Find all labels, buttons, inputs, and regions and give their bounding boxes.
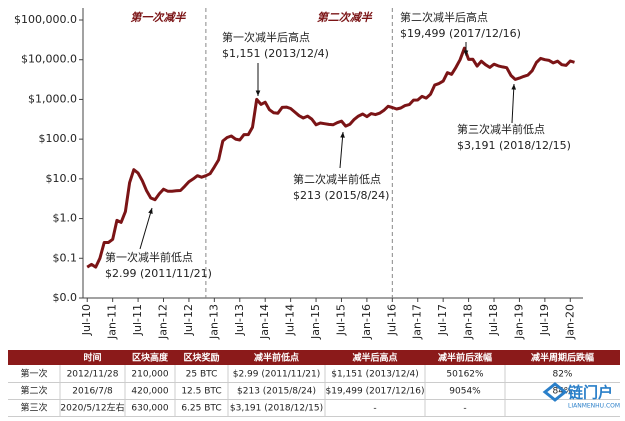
y-tick-label: $100,000.0 [14, 13, 77, 26]
x-tick-label: Jul-12 [182, 304, 195, 336]
arrow-head [463, 50, 469, 56]
x-tick-label: Jan-13 [207, 304, 220, 340]
table-cell: 420,000 [131, 387, 168, 397]
table-cell: 210,000 [131, 370, 168, 380]
table-header-cell: 区块奖励 [183, 352, 219, 364]
price-line [86, 46, 575, 269]
annotation-arrow [339, 131, 344, 169]
x-tick-label: Jan-20 [563, 304, 576, 340]
x-tick-label: Jul-14 [284, 304, 297, 336]
x-tick-label: Jan-14 [258, 304, 271, 340]
watermark-site: LIANMENHU.COM [568, 403, 620, 410]
annotation-text: $1,151 (2013/12/4) [222, 47, 329, 60]
table-cell: 第一次 [20, 368, 47, 380]
x-tick-label: Jan-12 [157, 304, 170, 340]
x-tick-label: Jan-17 [411, 304, 424, 340]
x-tick-label: Jul-16 [385, 304, 398, 336]
table-header-cell: 减半周期后跌幅 [531, 352, 594, 364]
x-tick-label: Jul-15 [334, 304, 347, 336]
x-tick-label: Jan-18 [462, 304, 475, 340]
table-cell: 82% [552, 370, 572, 380]
table-header [8, 350, 620, 365]
annotation-arrow [139, 207, 153, 250]
table-header-cell: 减半前后涨幅 [438, 352, 492, 364]
x-tick-label: Jul-11 [131, 304, 144, 336]
x-tick-label: Jul-17 [436, 304, 449, 336]
watermark: 链门户 LIANMENHU.COM [542, 382, 620, 410]
annotation-text: 第二次减半后高点 [400, 10, 488, 24]
table-cell: 2016/7/8 [72, 387, 113, 397]
table-cell: 2020/5/12左右 [60, 402, 124, 414]
table-header-cell: 区块高度 [132, 352, 169, 364]
y-tick-label: $1.0 [53, 212, 78, 225]
table-cell: 12.5 BTC [181, 387, 221, 397]
table-cell: $2.99 (2011/11/21) [233, 370, 321, 380]
table-cell: - [373, 404, 376, 414]
annotation-text: 第二次减半前低点 [293, 172, 381, 186]
x-tick-label: Jan-16 [360, 304, 373, 340]
halving-label: 第二次减半 [317, 11, 373, 24]
table-header-cell: 减半前低点 [254, 352, 299, 364]
annotation-text: $213 (2015/8/24) [293, 189, 389, 202]
halving-label: 第一次减半 [130, 11, 186, 24]
table-cell: 第二次 [20, 385, 47, 397]
table-cell: $3,191 (2018/12/15) [230, 404, 323, 414]
table-cell: 6.25 BTC [181, 404, 221, 414]
watermark-name: 链门户 [568, 384, 613, 402]
table-cell: 50162% [446, 370, 484, 380]
annotation-arrow [511, 83, 515, 124]
table-cell: 第三次 [20, 402, 47, 414]
table-cell: 9054% [449, 387, 481, 397]
arrow-head [148, 208, 153, 214]
y-tick-label: $0.1 [53, 251, 78, 264]
y-tick-label: $100.0 [39, 132, 78, 145]
x-tick-label: Jul-13 [233, 304, 246, 336]
y-tick-label: $10,000.0 [21, 53, 77, 66]
table-header-cell: 时间 [83, 352, 101, 364]
x-tick-label: Jul-18 [487, 304, 500, 336]
table-cell: 25 BTC [186, 370, 218, 380]
annotation-text: 第一次减半后高点 [222, 30, 310, 44]
x-tick-label: Jan-11 [106, 304, 119, 340]
table-header-cell: 减半后高点 [352, 352, 397, 364]
annotation-text: $3,191 (2018/12/15) [457, 139, 571, 152]
annotation-text: 第三次减半前低点 [457, 122, 545, 136]
x-tick-label: Jul-10 [80, 304, 93, 336]
arrow-head [340, 132, 345, 138]
arrow-head [511, 84, 517, 90]
y-tick-label: $0.0 [53, 291, 78, 304]
x-tick-label: Jul-19 [538, 304, 551, 336]
x-tick-label: Jan-19 [512, 304, 525, 340]
y-tick-label: $10.0 [46, 172, 78, 185]
arrow-head [255, 90, 261, 96]
table-cell: $1,151 (2013/12/4) [331, 370, 419, 380]
watermark-icon [542, 382, 568, 402]
x-tick-label: Jan-15 [309, 304, 322, 340]
annotation-text: $19,499 (2017/12/16) [400, 27, 521, 40]
y-tick-label: $1,000.0 [28, 92, 77, 105]
table-cell: 630,000 [131, 404, 168, 414]
table-cell: - [463, 404, 466, 414]
annotation-text: 第一次减半前低点 [105, 250, 193, 264]
annotation-text: $2.99 (2011/11/21) [105, 267, 212, 280]
table-cell: $213 (2015/8/24) [237, 387, 316, 397]
table-cell: $19,499 (2017/12/16) [326, 387, 425, 397]
table-cell: 2012/11/28 [67, 370, 119, 380]
